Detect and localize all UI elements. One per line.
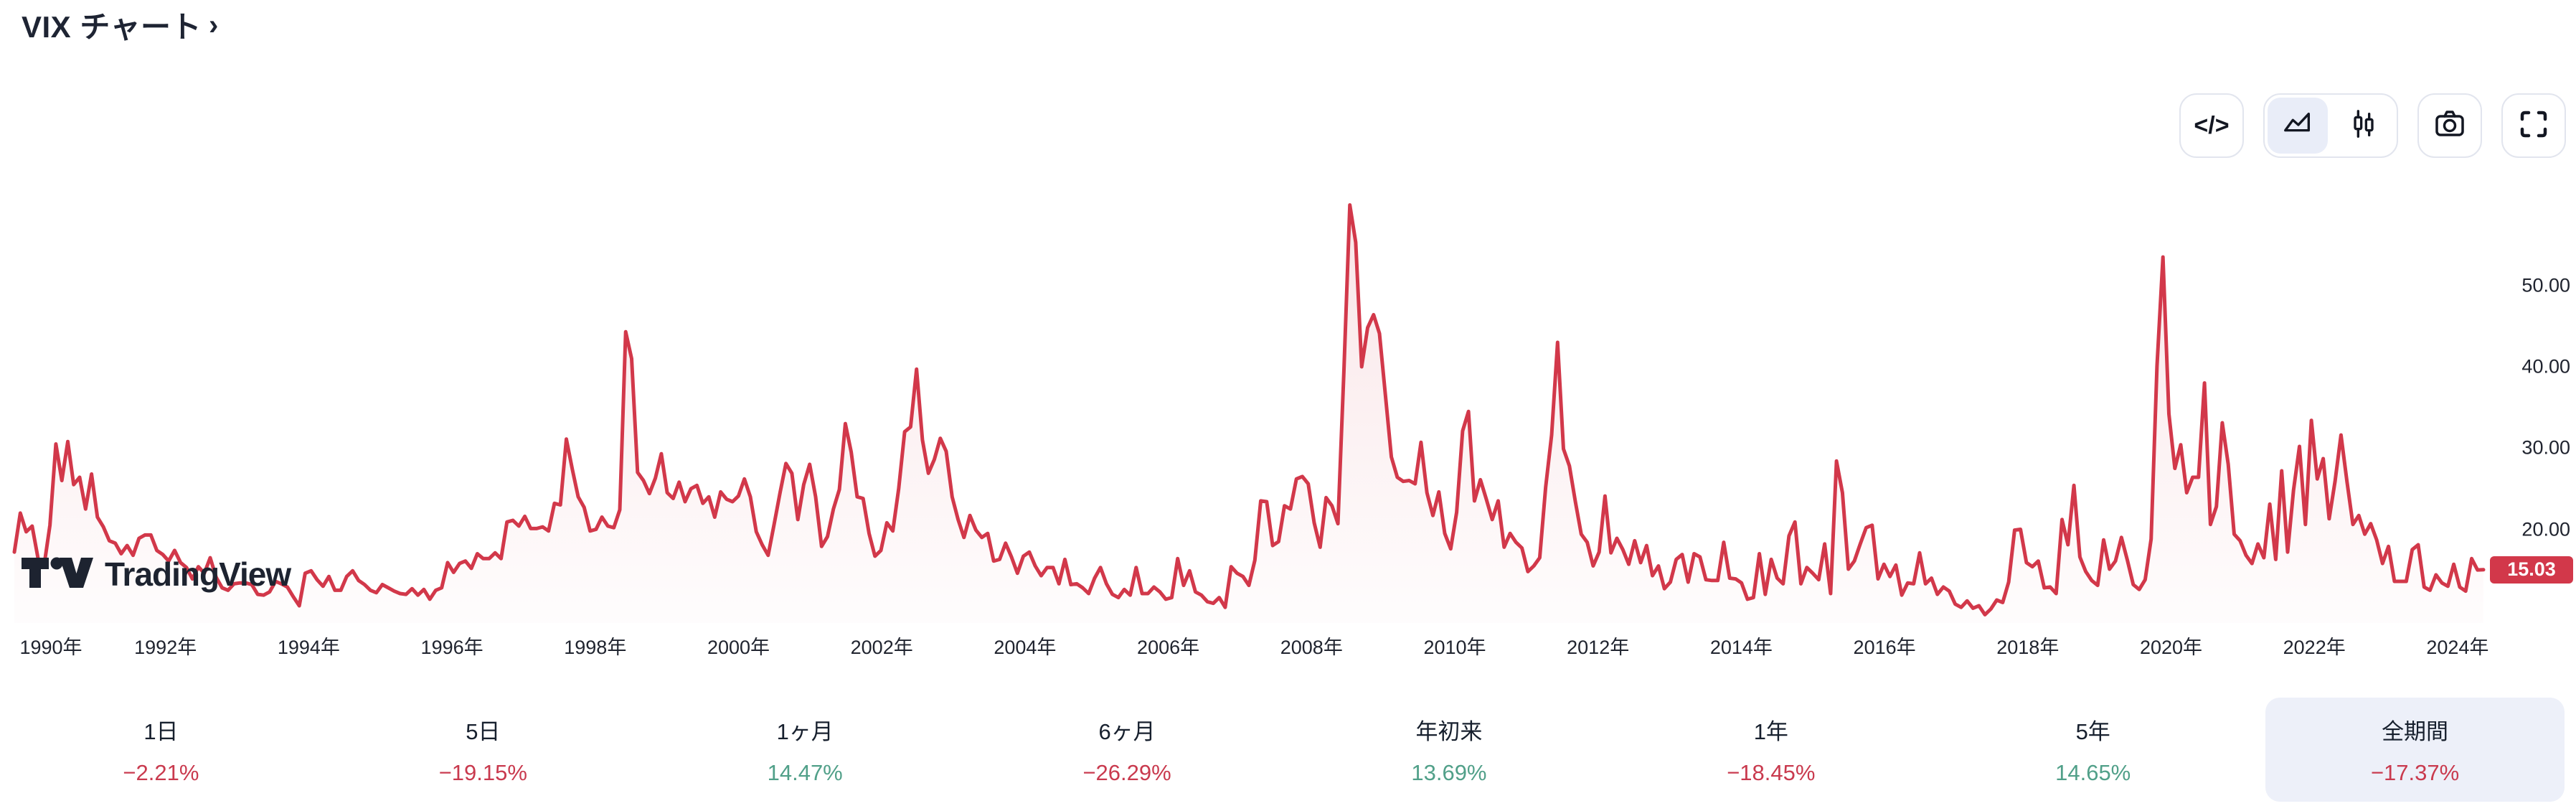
camera-icon	[2433, 107, 2467, 145]
period-stat-5[interactable]: 年初来 13.69%	[1300, 698, 1599, 802]
x-axis-year-label: 1994年	[277, 637, 340, 658]
x-axis-year-label: 1992年	[134, 637, 197, 658]
period-stat-8[interactable]: 全期間 −17.37%	[2265, 698, 2565, 802]
period-label: 6ヶ月	[1098, 719, 1156, 744]
x-axis-year-label: 2020年	[2139, 637, 2203, 658]
series-area-fill	[14, 205, 2483, 624]
period-stat-7[interactable]: 5年 14.65%	[1943, 698, 2242, 802]
x-axis-year-label: 1996年	[420, 637, 483, 658]
period-label: 年初来	[1415, 719, 1483, 744]
chart-type-area-option[interactable]	[2268, 98, 2328, 154]
period-change-value: 14.47%	[767, 760, 843, 785]
period-label: 1年	[1753, 719, 1788, 744]
x-axis-year-label: 2016年	[1853, 637, 1916, 658]
page-title[interactable]: VIX チャート ›	[22, 3, 219, 47]
chart-type-toggle	[2263, 93, 2398, 158]
period-change-value: 13.69%	[1411, 760, 1487, 785]
last-price-badge: 15.03	[2490, 556, 2573, 584]
x-axis-year-label: 1990年	[19, 637, 82, 658]
code-icon: </>	[2194, 111, 2230, 139]
period-stat-6[interactable]: 1年 −18.45%	[1621, 698, 1920, 802]
period-label: 1日	[143, 719, 179, 744]
x-axis-year-label: 2010年	[1423, 637, 1486, 658]
period-change-value: −26.29%	[1082, 760, 1171, 785]
period-change-value: −2.21%	[123, 760, 199, 785]
x-axis-year-label: 2024年	[2426, 637, 2489, 658]
period-change-value: −18.45%	[1727, 760, 1816, 785]
period-stat-2[interactable]: 5日 −19.15%	[334, 698, 633, 802]
x-axis-year-label: 2004年	[994, 637, 1057, 658]
x-axis-year-label: 2014年	[1709, 637, 1773, 658]
period-change-value: −19.15%	[438, 760, 527, 785]
period-stat-4[interactable]: 6ヶ月 −26.29%	[978, 698, 1277, 802]
fullscreen-button[interactable]	[2501, 93, 2566, 158]
x-axis-year-label: 2002年	[850, 637, 913, 658]
period-stat-3[interactable]: 1ヶ月 14.47%	[656, 698, 955, 802]
x-axis-year-label: 2012年	[1567, 637, 1630, 658]
x-axis-year-label: 2008年	[1280, 637, 1343, 658]
screenshot-button[interactable]	[2417, 93, 2482, 158]
series-line	[12, 203, 2486, 617]
period-change-value: 14.65%	[2055, 760, 2131, 785]
chart-type-candles-option[interactable]	[2334, 98, 2394, 154]
x-axis-year-label: 2018年	[1996, 637, 2060, 658]
period-label: 5年	[2075, 719, 2110, 744]
tradingview-logo-icon	[20, 553, 95, 595]
candlestick-chart-icon	[2347, 108, 2380, 144]
fullscreen-icon	[2516, 107, 2551, 145]
embed-code-button[interactable]: </>	[2179, 93, 2244, 158]
x-axis-year-label: 2000年	[707, 637, 770, 658]
x-axis-year-label: 2006年	[1137, 637, 1200, 658]
period-label: 5日	[466, 719, 501, 744]
period-stat-1[interactable]: 1日 −2.21%	[11, 698, 311, 802]
period-label: 全期間	[2382, 719, 2449, 744]
period-label: 1ヶ月	[776, 719, 834, 744]
page-title-text: VIX チャート	[22, 10, 202, 44]
x-axis-year-label: 2022年	[2283, 637, 2346, 658]
chevron-right-icon: ›	[208, 9, 219, 41]
tradingview-watermark: TradingView	[20, 553, 291, 595]
period-stats-row: 1日 −2.21% 5日 −19.15% 1ヶ月 14.47% 6ヶ月 −26.29% 年初来 1…	[0, 688, 2576, 806]
y-axis-tick-label: 50.00	[2521, 274, 2570, 296]
chart-toolbar: </>	[2179, 93, 2566, 158]
period-change-value: −17.37%	[2370, 760, 2460, 785]
area-chart-icon	[2281, 108, 2314, 144]
y-axis-tick-label: 40.00	[2521, 355, 2570, 378]
tradingview-logo-text: TradingView	[105, 555, 291, 593]
y-axis-tick-label: 20.00	[2521, 518, 2570, 540]
x-axis-year-label: 1998年	[564, 637, 627, 658]
y-axis-tick-label: 30.00	[2521, 436, 2570, 459]
